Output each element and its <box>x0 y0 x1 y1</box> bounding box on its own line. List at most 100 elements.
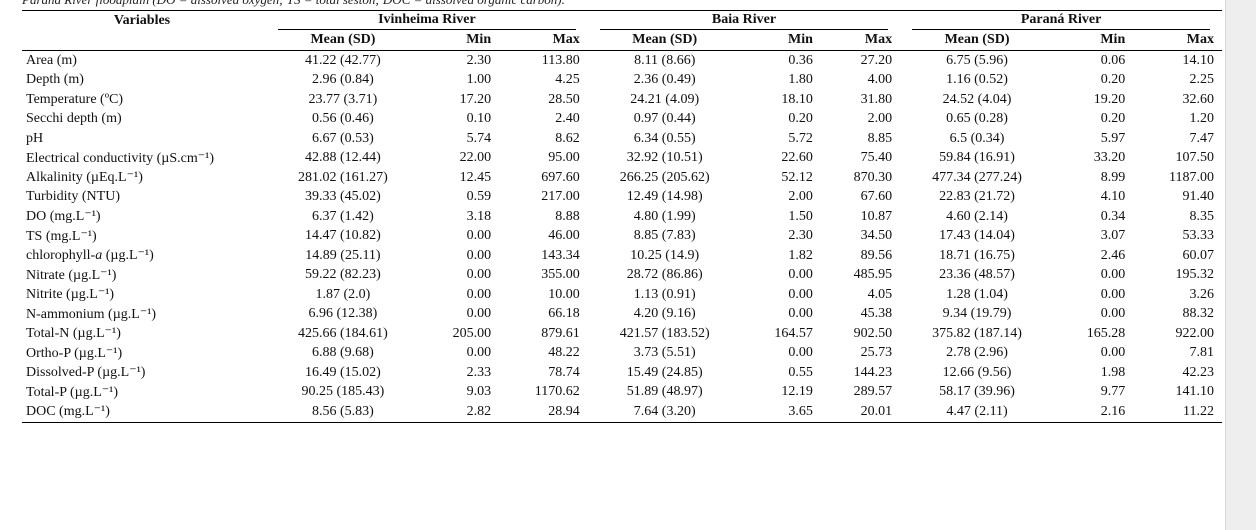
table-cell: 0.00 <box>466 228 492 244</box>
table-cell: 6.5 (0.34) <box>949 130 1005 146</box>
table-cell: 8.85 <box>867 130 893 146</box>
table-cell: 2.82 <box>419 402 500 423</box>
table-cell: 51.89 (48.97) <box>626 384 703 400</box>
table-cell: 1.13 (0.91) <box>633 286 696 302</box>
header-row-rivers: Variables Ivinheima River Baia River Par… <box>22 10 1222 30</box>
table-row: Nitrate (µg.L⁻¹) 59.22 (82.23) 0.00 355.00 2… <box>22 266 1222 286</box>
table-body: Area (m) 41.22 (42.77) 2.30 113.80 8.11 (8.6… <box>22 51 1222 423</box>
table-cell: 48.22 <box>548 345 580 361</box>
table-cell: 42.88 (12.44) <box>305 150 381 166</box>
table-cell: 8.88 <box>555 208 580 224</box>
table-cell: 9.03 <box>466 384 492 400</box>
table-cell: 4.47 (2.11) <box>900 402 1054 423</box>
table-cell: 2.40 <box>555 111 580 127</box>
table-cell: 39.33 (45.02) <box>305 189 381 205</box>
table-cell: 8.85 (7.83) <box>633 228 696 244</box>
table-cell: 2.30 <box>466 52 492 68</box>
header-max: Max <box>820 30 901 51</box>
header-max: Max <box>1133 30 1222 51</box>
table-row: Nitrite (µg.L⁻¹) 1.87 (2.0) 0.00 10.00 1.13 … <box>22 285 1222 305</box>
row-variable-label: Nitrite (µg.L⁻¹) <box>26 287 115 303</box>
table-cell: 4.10 <box>1100 189 1126 205</box>
table-cell: 8.99 <box>1100 169 1126 185</box>
table-cell: 22.83 (21.72) <box>939 189 1015 205</box>
table-cell: 0.59 <box>466 189 492 205</box>
table-cell: 28.50 <box>548 91 580 107</box>
table-cell: 18.71 (16.75) <box>939 247 1015 263</box>
table-cell: 20.01 <box>820 402 901 423</box>
table-cell: 2.33 <box>466 364 492 380</box>
table-cell: 485.95 <box>853 267 893 283</box>
table-cell: 266.25 (205.62) <box>619 169 710 185</box>
row-variable-label: Alkalinity (µEq.L⁻¹) <box>26 170 143 186</box>
table-cell: 0.00 <box>788 286 813 302</box>
table-cell: 5.97 <box>1100 130 1126 146</box>
table-cell: 24.52 (4.04) <box>942 91 1012 107</box>
table-cell: 697.60 <box>541 169 580 185</box>
table-cell: 58.17 (39.96) <box>939 384 1015 400</box>
table-cell: 4.60 (2.14) <box>946 208 1008 224</box>
table-cell: 1.16 (0.52) <box>946 72 1008 88</box>
table-cell: 4.80 (1.99) <box>633 208 696 224</box>
table-cell: 59.84 (16.91) <box>939 150 1015 166</box>
row-variable-label: Dissolved-P (µg.L⁻¹) <box>26 365 146 381</box>
table-cell: 18.10 <box>781 91 813 107</box>
table-cell: 1.87 (2.0) <box>315 286 371 302</box>
table-cell: 9.34 (19.79) <box>942 306 1012 322</box>
table-cell: 2.00 <box>788 189 813 205</box>
table-cell: 46.00 <box>548 228 580 244</box>
table-row: N-ammonium (µg.L⁻¹) 6.96 (12.38) 0.00 66.18… <box>22 305 1222 325</box>
row-variable-label: Area (m) <box>26 52 77 68</box>
table-cell: 1.80 <box>788 72 813 88</box>
table-cell: 0.65 (0.28) <box>946 111 1008 127</box>
table-cell: 4.20 (9.16) <box>633 306 696 322</box>
table-cell: 11.22 <box>1133 402 1222 423</box>
table-cell: 14.10 <box>1182 52 1215 68</box>
row-variable-label: Total-P (µg.L⁻¹) <box>26 384 119 400</box>
table-cell: 1.00 <box>466 72 492 88</box>
header-parana-river: Paraná River <box>900 10 1222 30</box>
table-row: Secchi depth (m) 0.56 (0.46) 0.10 2.40 0.97 … <box>22 110 1222 130</box>
table-cell: 7.64 (3.20) <box>587 402 742 423</box>
table-cell: 4.25 <box>555 72 580 88</box>
table-cell: 17.20 <box>459 91 492 107</box>
table-cell: 7.81 <box>1189 345 1215 361</box>
table-cell: 8.56 (5.83) <box>266 402 420 423</box>
table-row: pH 6.67 (0.53) 5.74 8.62 6.34 (0.55) 5.72 8.85… <box>22 129 1222 149</box>
table-cell: 922.00 <box>1175 325 1215 341</box>
row-variable-label: Temperature (ºC) <box>26 91 124 107</box>
table-cell: 217.00 <box>541 189 580 205</box>
table-cell: 22.00 <box>459 150 492 166</box>
table-cell: 32.60 <box>1182 91 1215 107</box>
table-row: Ortho-P (µg.L⁻¹) 6.88 (9.68) 0.00 48.22 3.73… <box>22 344 1222 364</box>
table-cell: 7.47 <box>1189 130 1215 146</box>
table-cell: 12.66 (9.56) <box>942 364 1012 380</box>
table-caption: Paraná River floodplain (DO = dissolved … <box>22 0 565 8</box>
table-cell: 90.25 (185.43) <box>301 384 385 400</box>
table-cell: 0.20 <box>788 111 813 127</box>
table-cell: 25.73 <box>860 345 893 361</box>
table-cell: 60.07 <box>1182 247 1215 263</box>
table-cell: 0.00 <box>466 267 492 283</box>
table-cell: 8.35 <box>1189 208 1215 224</box>
table-cell: 75.40 <box>860 150 893 166</box>
table-cell: 477.34 (277.24) <box>932 169 1022 185</box>
table-cell: 0.56 (0.46) <box>312 111 374 127</box>
vertical-scrollbar[interactable] <box>1225 0 1256 530</box>
table-cell: 10.87 <box>860 208 893 224</box>
row-variable-label: Total-N (µg.L⁻¹) <box>26 326 121 342</box>
table-cell: 53.33 <box>1182 228 1215 244</box>
table-cell: 89.56 <box>860 247 893 263</box>
table-cell: 2.25 <box>1189 72 1215 88</box>
table-cell: 425.66 (184.61) <box>298 325 388 341</box>
table-row: Turbidity (NTU) 39.33 (45.02) 0.59 217.00 12… <box>22 188 1222 208</box>
table-row: DOC (mg.L⁻¹) 8.56 (5.83) 2.82 28.94 7.64 (3.… <box>22 402 1222 423</box>
table-cell: 42.23 <box>1182 364 1215 380</box>
table-cell: 19.20 <box>1093 91 1126 107</box>
table-cell: 2.00 <box>867 111 893 127</box>
header-mean-sd: Mean (SD) <box>587 30 742 51</box>
table-cell: 5.72 <box>788 130 813 146</box>
table-cell: 33.20 <box>1093 150 1126 166</box>
table-cell: 143.34 <box>541 247 580 263</box>
row-variable-label: Electrical conductivity (µS.cm⁻¹) <box>26 150 214 166</box>
